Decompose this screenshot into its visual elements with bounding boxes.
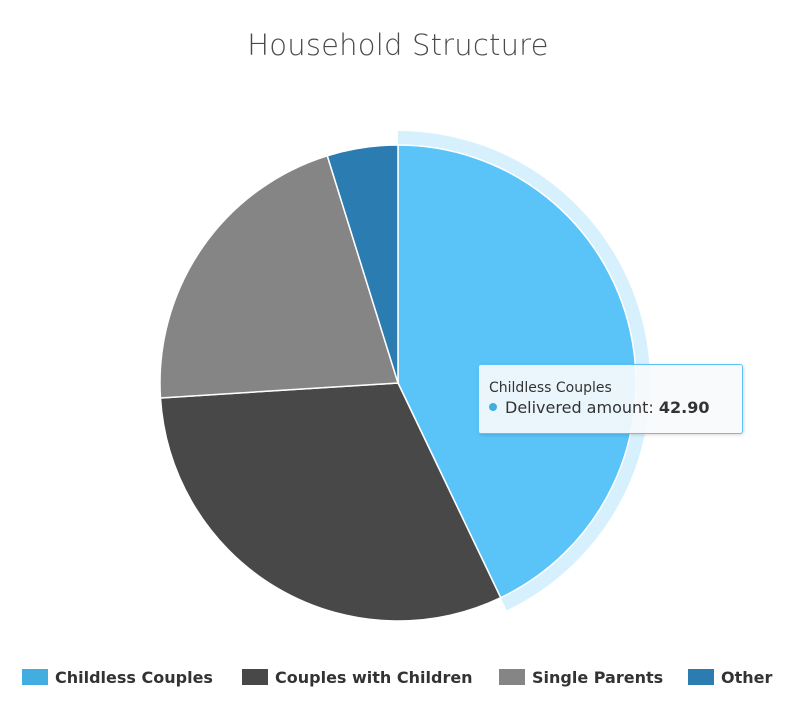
- tooltip-title: Childless Couples: [489, 380, 612, 396]
- legend-label: Other: [721, 667, 773, 687]
- legend-swatch-couples-with-children: [242, 669, 268, 685]
- chart-tooltip: Childless Couples Delivered amount: 42.9…: [478, 364, 743, 434]
- legend-swatch-other: [688, 669, 714, 685]
- chart-title: Household Structure: [247, 28, 549, 62]
- tooltip-series-name: Delivered amount: [505, 398, 649, 417]
- legend-label: Childless Couples: [55, 667, 213, 687]
- legend-item-childless-couples[interactable]: Childless Couples: [22, 664, 213, 690]
- legend-swatch-single-parents: [499, 669, 525, 685]
- tooltip-value: 42.90: [658, 398, 710, 417]
- chart-legend: Childless Couples Couples with Children …: [0, 664, 796, 690]
- legend-label: Couples with Children: [275, 667, 473, 687]
- tooltip-line: Delivered amount: 42.90: [489, 397, 732, 419]
- series-dot-icon: [489, 403, 497, 411]
- legend-label: Single Parents: [532, 667, 664, 687]
- tooltip-separator: :: [648, 398, 659, 417]
- pie-slice-other[interactable]: [326, 144, 399, 384]
- legend-item-couples-with-children[interactable]: Couples with Children: [242, 664, 473, 690]
- pie-slice-couples-with-children[interactable]: [159, 382, 502, 622]
- legend-swatch-childless-couples: [22, 669, 48, 685]
- legend-item-single-parents[interactable]: Single Parents: [499, 664, 663, 690]
- pie-slice-single-parents[interactable]: [159, 154, 399, 399]
- legend-item-other[interactable]: Other: [688, 664, 772, 690]
